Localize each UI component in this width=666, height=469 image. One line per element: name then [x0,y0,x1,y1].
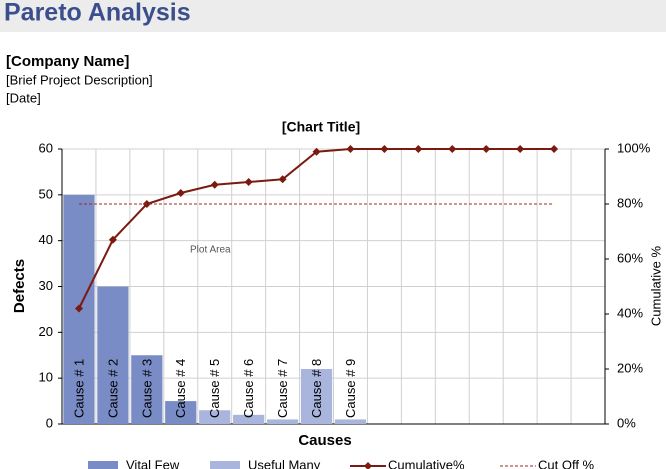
y2-tick-label: 100% [617,140,651,155]
marker [482,145,491,153]
y2-tick-label: 0% [617,415,636,430]
y-tick-label: 40 [39,232,53,247]
date: [Date] [6,90,41,105]
bar [334,419,367,424]
y2-axis-label: Cumulative % [648,245,663,326]
bar [199,410,231,424]
legend-label: Useful Many [248,457,321,469]
legend-swatch [88,461,118,469]
y-tick-label: 0 [46,415,53,430]
x-axis-label: Causes [298,432,351,449]
legend-label: Vital Few [126,457,180,469]
category-label: Cause # 3 [139,359,154,418]
y-tick-label: 20 [39,324,53,339]
description: [Brief Project Description] [6,72,153,87]
y2-tick-label: 20% [617,360,643,375]
marker [176,189,185,197]
y2-tick-label: 40% [617,305,643,320]
company: [Company Name] [6,53,129,70]
marker [74,304,83,313]
category-label: Cause # 6 [241,359,256,418]
bar [131,355,163,424]
legend-label: Cut Off % [538,457,595,469]
category-label: Cause # 1 [71,359,86,418]
marker [278,175,287,184]
legend-label: Cumulative% [388,457,465,469]
bar [233,414,265,424]
marker [380,145,389,153]
y2-tick-label: 60% [617,250,643,265]
category-label: Cause # 5 [207,359,222,418]
cumulative-line [78,148,555,309]
marker [550,145,559,153]
y-tick-label: 10 [39,370,53,385]
marker [244,178,253,186]
marker [346,145,355,153]
marker [516,145,525,153]
bar [300,369,333,424]
category-label: Cause # 2 [105,359,120,418]
category-label: Cause # 8 [309,359,324,418]
marker [108,235,117,244]
marker [210,180,219,189]
chart-title: [Chart Title] [282,119,360,135]
marker [448,145,457,153]
bar [165,401,197,424]
page-title: Pareto Analysis [4,0,191,27]
marker [414,145,423,153]
marker [312,147,321,156]
plot: 0 10 20 30 40 50 60 0% 20% 40% 60% 80% 100% Cause # 1… [39,140,651,469]
y-tick-label: 60 [39,140,53,155]
legend-marker [364,462,372,469]
y-tick-label: 50 [39,186,53,201]
plot-area-note: Plot Area [190,245,231,256]
category-label: Cause # 4 [173,359,188,418]
bar [266,419,299,424]
bar [97,286,129,424]
legend-swatch [210,461,240,469]
y-axis-label: Defects [11,259,28,313]
category-label: Cause # 7 [275,359,290,418]
header-band [0,0,666,32]
y2-tick-label: 80% [617,195,643,210]
y-tick-label: 30 [39,278,53,293]
category-label: Cause # 9 [343,359,358,418]
